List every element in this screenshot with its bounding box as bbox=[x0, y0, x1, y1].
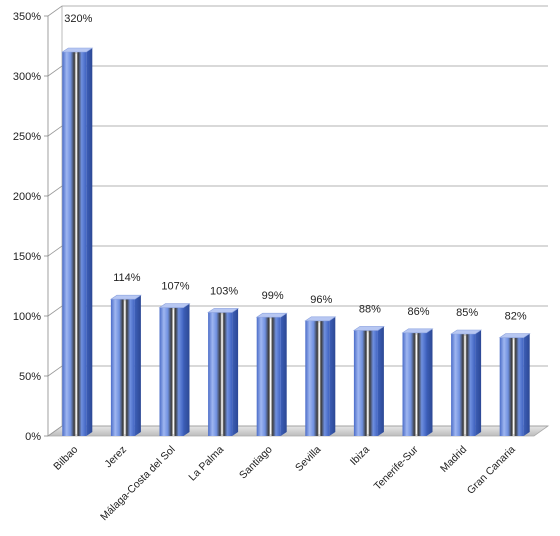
data-label: 82% bbox=[505, 311, 527, 323]
y-tick-label: 200% bbox=[13, 191, 41, 203]
bar bbox=[450, 329, 483, 436]
gridline bbox=[47, 365, 548, 377]
y-tick-label: 250% bbox=[13, 131, 41, 143]
bar bbox=[304, 316, 337, 436]
bar-side bbox=[280, 313, 287, 436]
x-tick-label: Madrid bbox=[438, 444, 469, 475]
bar-face bbox=[353, 330, 378, 436]
bar bbox=[255, 312, 288, 436]
bar-side bbox=[86, 48, 93, 436]
gridline bbox=[47, 125, 548, 137]
bar-top bbox=[450, 329, 483, 335]
x-tick-label: Ibiza bbox=[348, 444, 372, 468]
data-label: 107% bbox=[161, 281, 189, 293]
y-tick-label: 100% bbox=[13, 311, 41, 323]
bar-top bbox=[498, 333, 531, 338]
data-label: 96% bbox=[310, 294, 332, 306]
bar-top bbox=[401, 328, 434, 334]
bar bbox=[352, 326, 385, 436]
gridline bbox=[47, 245, 548, 257]
y-tick-label: 0% bbox=[25, 431, 41, 443]
bar-top bbox=[352, 326, 385, 331]
data-label: 114% bbox=[113, 272, 141, 284]
gridlines bbox=[47, 5, 548, 437]
bar-face bbox=[451, 334, 476, 436]
bar-side bbox=[377, 326, 384, 436]
gridline bbox=[47, 185, 548, 197]
bar-top bbox=[304, 316, 337, 322]
x-tick-label: Jerez bbox=[102, 444, 129, 471]
bar-side bbox=[426, 328, 433, 436]
bar-side bbox=[183, 303, 190, 436]
data-labels: 320% 114% 107% 103% 99% 96% 88% 86% 85% 82% bbox=[64, 13, 527, 323]
x-tick-label: Gran Canaria bbox=[465, 444, 518, 497]
y-tick-label: 50% bbox=[19, 371, 41, 383]
data-label: 88% bbox=[359, 303, 381, 315]
bar-top bbox=[255, 312, 288, 318]
data-label: 86% bbox=[407, 306, 429, 318]
gridline bbox=[47, 65, 548, 77]
y-axis: 0% 50% 100% 150% 200% 250% 300% 350% bbox=[13, 11, 49, 443]
x-tick-label: Tenerife-Sur bbox=[372, 443, 421, 492]
data-label: 99% bbox=[262, 290, 284, 302]
bar bbox=[207, 308, 240, 436]
bar-face bbox=[499, 337, 524, 436]
bar-side bbox=[523, 333, 530, 436]
bar-side bbox=[134, 295, 141, 436]
x-tick-label: Sevilla bbox=[293, 444, 323, 474]
y-tick-label: 350% bbox=[13, 11, 41, 23]
bar bbox=[61, 47, 94, 436]
gridline bbox=[47, 425, 548, 437]
bar-face bbox=[305, 320, 330, 436]
y-tick-label: 300% bbox=[13, 71, 41, 83]
y-tick-label: 150% bbox=[13, 251, 41, 263]
data-label: 85% bbox=[456, 307, 478, 319]
bar-face bbox=[256, 317, 281, 436]
bar-face bbox=[159, 307, 184, 436]
bar-face bbox=[402, 332, 427, 436]
bars bbox=[61, 47, 531, 436]
bar bbox=[158, 303, 191, 436]
bar-top bbox=[61, 47, 94, 53]
bar-face bbox=[208, 312, 233, 436]
bar-face bbox=[110, 299, 135, 436]
data-label: 320% bbox=[64, 13, 92, 25]
bar-side bbox=[475, 330, 482, 436]
data-label: 103% bbox=[210, 285, 238, 297]
bar bbox=[498, 333, 531, 436]
x-tick-label: Santiago bbox=[237, 444, 275, 482]
gridline bbox=[47, 305, 548, 317]
bar bbox=[109, 294, 142, 436]
bar-face bbox=[62, 52, 87, 436]
gridline bbox=[47, 5, 548, 17]
bar bbox=[401, 328, 434, 436]
x-tick-label: La Palma bbox=[186, 444, 226, 484]
bar-side bbox=[232, 308, 239, 436]
bar-top bbox=[109, 294, 142, 300]
x-tick-label: Bilbao bbox=[51, 444, 80, 473]
bar-top bbox=[158, 303, 191, 308]
bar-top bbox=[207, 308, 240, 313]
bar-side bbox=[329, 316, 336, 436]
